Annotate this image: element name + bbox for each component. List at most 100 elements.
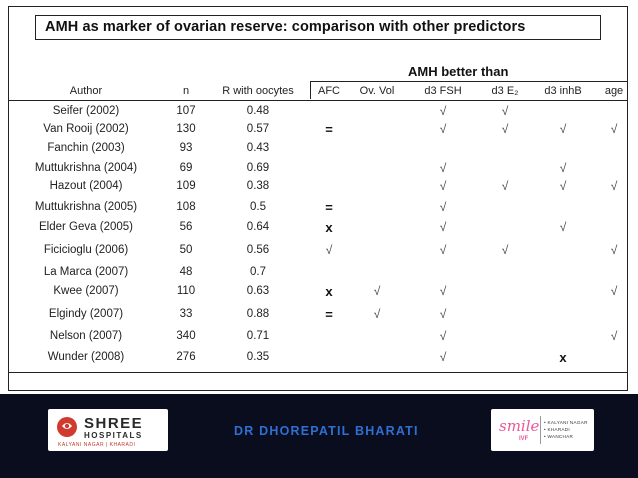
cell-n: 33 bbox=[179, 308, 193, 320]
cell-author: Elgindy (2007) bbox=[48, 308, 124, 320]
cell-r: 0.71 bbox=[246, 330, 270, 342]
clinic-sub: IVF bbox=[519, 436, 529, 442]
smile-ivf-logo: smile IVF • KALYANI NAGAR • KHARADI • WA… bbox=[491, 409, 594, 451]
hospital-locations: KALYANI NAGAR | KHARADI bbox=[58, 442, 136, 448]
cross-mark-afc: x bbox=[325, 284, 333, 299]
column-header-inhb: d3 inhB bbox=[544, 85, 582, 97]
check-mark-fsh: √ bbox=[439, 284, 447, 298]
cell-author: Van Rooij (2002) bbox=[43, 123, 129, 135]
cell-author: Muttukrishna (2005) bbox=[34, 201, 138, 213]
cell-n: 69 bbox=[179, 162, 193, 174]
cell-author: Seifer (2002) bbox=[52, 105, 120, 117]
check-mark-ovvol: √ bbox=[373, 284, 381, 298]
hospital-sub: HOSPITALS bbox=[84, 431, 143, 440]
cell-n: 108 bbox=[176, 201, 196, 213]
column-header-fsh: d3 FSH bbox=[424, 85, 462, 97]
bottom-rule bbox=[8, 372, 628, 374]
shree-emblem-icon bbox=[57, 417, 77, 437]
cell-author: Fanchin (2003) bbox=[47, 142, 125, 154]
cell-author: Kwee (2007) bbox=[53, 285, 119, 297]
cell-r: 0.35 bbox=[246, 351, 270, 363]
group-header-rule bbox=[310, 81, 628, 83]
cell-r: 0.88 bbox=[246, 308, 270, 320]
cell-n: 276 bbox=[176, 351, 196, 363]
cell-author: Ficicioglu (2006) bbox=[43, 244, 129, 256]
check-mark-age: √ bbox=[610, 122, 618, 136]
check-mark-fsh: √ bbox=[439, 104, 447, 118]
cell-r: 0.7 bbox=[250, 266, 266, 278]
check-mark-e2: √ bbox=[501, 122, 509, 136]
column-header-n: n bbox=[182, 85, 190, 97]
equal-mark-afc: = bbox=[325, 307, 333, 322]
cell-n: 107 bbox=[176, 105, 196, 117]
cell-r: 0.63 bbox=[246, 285, 270, 297]
equal-mark-afc: = bbox=[325, 200, 333, 215]
check-mark-fsh: √ bbox=[439, 243, 447, 257]
hospital-name: SHREE bbox=[84, 415, 144, 432]
cell-n: 110 bbox=[176, 285, 196, 297]
logo-divider bbox=[540, 416, 541, 444]
cell-r: 0.57 bbox=[246, 123, 270, 135]
column-header-age: age bbox=[604, 85, 624, 97]
check-mark-e2: √ bbox=[501, 243, 509, 257]
cell-r: 0.69 bbox=[246, 162, 270, 174]
check-mark-ovvol: √ bbox=[373, 307, 381, 321]
check-mark-inhb: √ bbox=[559, 179, 567, 193]
column-header-ovvol: Ov. Vol bbox=[359, 85, 395, 97]
cell-author: La Marca (2007) bbox=[43, 266, 129, 278]
cell-n: 56 bbox=[179, 221, 193, 233]
cross-mark-afc: x bbox=[325, 220, 333, 235]
clinic-location: • KHARADI bbox=[544, 427, 571, 432]
cell-r: 0.5 bbox=[250, 201, 266, 213]
cell-author: Nelson (2007) bbox=[49, 330, 123, 342]
doctor-name: DR DHOREPATIL BHARATI bbox=[234, 424, 419, 438]
cell-n: 340 bbox=[176, 330, 196, 342]
check-mark-inhb: √ bbox=[559, 122, 567, 136]
check-mark-e2: √ bbox=[501, 104, 509, 118]
cell-r: 0.56 bbox=[246, 244, 270, 256]
check-mark-afc: √ bbox=[325, 243, 333, 257]
cell-n: 48 bbox=[179, 266, 193, 278]
check-mark-fsh: √ bbox=[439, 329, 447, 343]
column-header-e2: d3 E₂ bbox=[491, 85, 519, 97]
check-mark-fsh: √ bbox=[439, 161, 447, 175]
shree-hospitals-logo: SHREE HOSPITALS KALYANI NAGAR | KHARADI bbox=[48, 409, 168, 451]
clinic-location: • KALYANI NAGAR bbox=[544, 420, 588, 425]
cross-mark-inhb: x bbox=[559, 350, 567, 365]
check-mark-age: √ bbox=[610, 179, 618, 193]
check-mark-fsh: √ bbox=[439, 200, 447, 214]
cell-r: 0.43 bbox=[246, 142, 270, 154]
slide: AMH as marker of ovarian reserve: compar… bbox=[8, 6, 628, 391]
check-mark-inhb: √ bbox=[559, 220, 567, 234]
slide-title: AMH as marker of ovarian reserve: compar… bbox=[45, 19, 526, 35]
amh-better-than-header: AMH better than bbox=[408, 64, 509, 79]
slide-frame bbox=[8, 6, 628, 391]
check-mark-fsh: √ bbox=[439, 220, 447, 234]
check-mark-inhb: √ bbox=[559, 161, 567, 175]
cell-author: Wunder (2008) bbox=[47, 351, 125, 363]
column-header-afc: AFC bbox=[318, 85, 340, 97]
cell-author: Hazout (2004) bbox=[49, 180, 123, 192]
cell-r: 0.48 bbox=[246, 105, 270, 117]
cell-r: 0.64 bbox=[246, 221, 270, 233]
cell-n: 50 bbox=[179, 244, 193, 256]
cell-author: Muttukrishna (2004) bbox=[34, 162, 138, 174]
cell-r: 0.38 bbox=[246, 180, 270, 192]
cell-n: 109 bbox=[176, 180, 196, 192]
check-mark-age: √ bbox=[610, 284, 618, 298]
cell-author: Elder Geva (2005) bbox=[39, 221, 133, 233]
check-mark-fsh: √ bbox=[439, 307, 447, 321]
cell-n: 130 bbox=[176, 123, 196, 135]
column-header-author: Author bbox=[69, 85, 103, 97]
check-mark-e2: √ bbox=[501, 179, 509, 193]
clinic-brand: smile bbox=[499, 417, 540, 435]
clinic-location: • WANCHAR bbox=[544, 434, 574, 439]
column-divider bbox=[310, 81, 312, 99]
check-mark-age: √ bbox=[610, 243, 618, 257]
title-box: AMH as marker of ovarian reserve: compar… bbox=[35, 15, 601, 40]
header-rule bbox=[8, 100, 628, 102]
check-mark-fsh: √ bbox=[439, 350, 447, 364]
cell-n: 93 bbox=[179, 142, 193, 154]
equal-mark-afc: = bbox=[325, 122, 333, 137]
check-mark-fsh: √ bbox=[439, 122, 447, 136]
